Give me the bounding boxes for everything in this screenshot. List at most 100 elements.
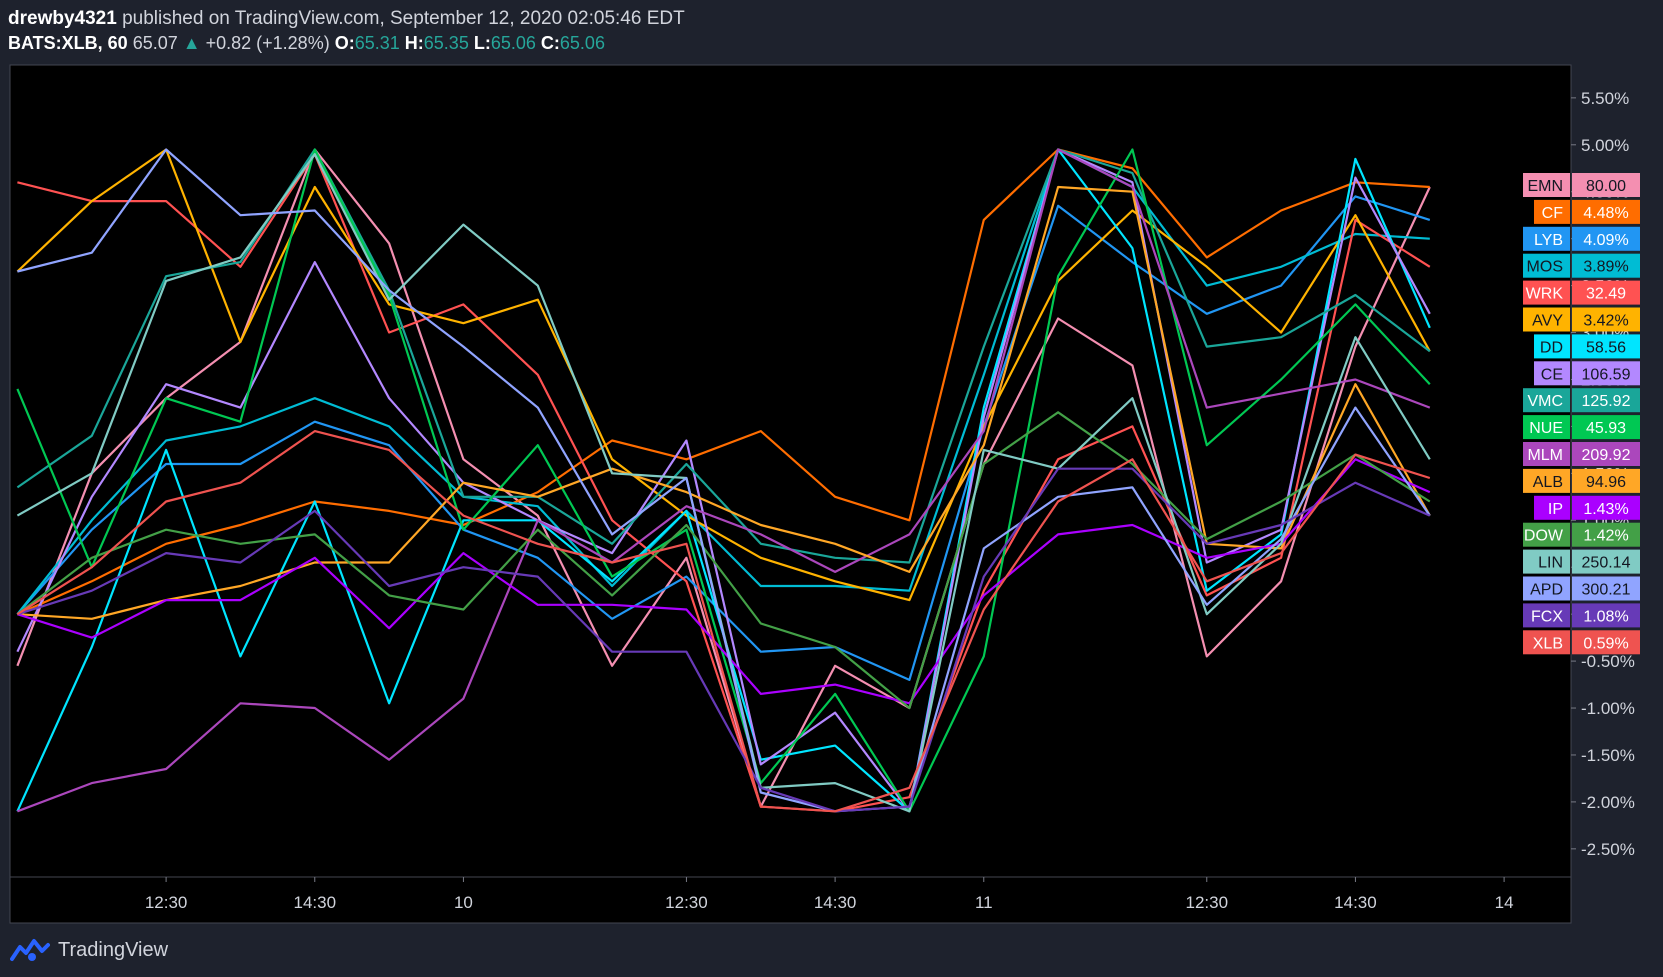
- series-name: FCX: [1531, 608, 1563, 625]
- series-value: 1.43%: [1583, 501, 1628, 518]
- brand-name[interactable]: TradingView: [58, 938, 169, 961]
- series-value: 4.48%: [1583, 205, 1628, 222]
- series-value-tag: [1572, 280, 1640, 305]
- series-name: NUE: [1529, 420, 1563, 437]
- series-line-fcx[interactable]: [17, 467, 1431, 813]
- series-value: 106.59: [1582, 366, 1631, 383]
- series-name: IP: [1548, 501, 1563, 518]
- low-value: 65.06: [490, 33, 536, 53]
- series-value: 3.89%: [1583, 259, 1628, 276]
- series-label-mos[interactable]: MOS 3.89%: [1523, 253, 1640, 278]
- series-line-ce[interactable]: [16, 148, 1431, 813]
- symbol-line: BATS:XLB, 60 65.07 ▲ +0.82 (+1.28%) O:65…: [8, 31, 685, 56]
- series-value-tag: [1572, 415, 1640, 440]
- series-name-tag: [1523, 549, 1570, 574]
- series-line-ip[interactable]: [17, 458, 1431, 705]
- series-name-tag: [1523, 576, 1570, 601]
- series-line-vmc[interactable]: [16, 148, 1431, 564]
- series-label-ip[interactable]: IP 1.43%: [1534, 495, 1640, 520]
- series-name-tag: [1534, 361, 1570, 386]
- series-value-tag: [1572, 388, 1640, 413]
- series-value-tag: [1572, 630, 1640, 655]
- series-label-avy[interactable]: AVY 3.42%: [1523, 307, 1640, 332]
- series-name: LIN: [1538, 555, 1563, 572]
- series-label-mlm[interactable]: MLM 209.92: [1523, 442, 1640, 466]
- footer: TradingView: [10, 935, 168, 965]
- series-line-mos[interactable]: [16, 148, 1430, 615]
- series-name-tag: [1523, 603, 1570, 628]
- series-label-emn[interactable]: EMN 80.00: [1523, 173, 1640, 197]
- series-name-tag: [1523, 253, 1570, 278]
- series-label-lyb[interactable]: LYB 4.09%: [1523, 226, 1640, 251]
- series-name: DD: [1540, 339, 1563, 356]
- series-label-cf[interactable]: CF 4.48%: [1534, 199, 1640, 224]
- series-name: CE: [1541, 366, 1563, 383]
- x-tick-label: 14:30: [814, 893, 857, 912]
- series-label-vmc[interactable]: VMC 125.92: [1523, 388, 1640, 413]
- series-line-emn[interactable]: [16, 148, 1431, 808]
- y-tick-label: 5.50%: [1581, 89, 1629, 108]
- close-value: 65.06: [559, 33, 605, 53]
- series-name-tag: [1523, 442, 1570, 466]
- series-name: APD: [1530, 582, 1563, 599]
- series-line-nue[interactable]: [16, 148, 1431, 813]
- series-name: VMC: [1527, 393, 1563, 410]
- series-label-wrk[interactable]: WRK 32.49: [1523, 280, 1640, 305]
- series-name: MLM: [1527, 447, 1563, 464]
- series-label-lin[interactable]: LIN 250.14: [1523, 549, 1640, 574]
- x-tick-label: 10: [454, 893, 473, 912]
- up-arrow-icon: ▲: [182, 33, 201, 53]
- y-tick-label: -2.50%: [1581, 840, 1635, 859]
- series-line-cf[interactable]: [16, 148, 1430, 616]
- price-change: +0.82 (+1.28%): [205, 33, 330, 53]
- series-value-tag: [1572, 495, 1640, 520]
- series-name-tag: [1523, 630, 1570, 655]
- author-name[interactable]: drewby4321: [8, 8, 117, 29]
- series-value: 80.00: [1586, 178, 1626, 195]
- series-value: 1.42%: [1583, 528, 1628, 545]
- series-label-alb[interactable]: ALB 94.96: [1523, 468, 1640, 493]
- series-label-fcx[interactable]: FCX 1.08%: [1523, 603, 1640, 628]
- low-label: L:: [473, 33, 491, 53]
- series-line-alb[interactable]: [17, 185, 1431, 620]
- tradingview-logo-icon[interactable]: [10, 937, 50, 963]
- y-tick-label: -0.50%: [1581, 652, 1635, 671]
- series-value-tag: [1572, 334, 1640, 359]
- series-label-xlb[interactable]: XLB 0.59%: [1523, 630, 1640, 655]
- series-value-tag: [1572, 361, 1640, 386]
- series-name-tag: [1523, 226, 1570, 251]
- series-value-tag: [1572, 549, 1640, 574]
- series-line-wrk[interactable]: [17, 153, 1431, 813]
- series-name-tag: [1534, 495, 1570, 520]
- series-labels: EMN 80.00 CF 4.48% LYB 4.09% MOS 3.89% WRK 32.49 A…: [1523, 173, 1640, 655]
- series-value: 0.59%: [1583, 635, 1628, 652]
- series-name-tag: [1523, 173, 1570, 197]
- series-line-avy[interactable]: [16, 148, 1431, 602]
- x-tick-label: 14:30: [293, 893, 336, 912]
- y-tick-label: -1.00%: [1581, 699, 1635, 718]
- x-tick-label: 11: [975, 893, 993, 912]
- series-value-tag: [1572, 576, 1640, 601]
- series-line-xlb[interactable]: [16, 430, 1431, 813]
- series-label-dd[interactable]: DD 58.56: [1534, 334, 1640, 359]
- series-line-lyb[interactable]: [16, 195, 1431, 682]
- series-label-apd[interactable]: APD 300.21: [1523, 576, 1640, 601]
- series-value-tag: [1572, 442, 1640, 466]
- series-name: XLB: [1533, 635, 1563, 652]
- symbol-label[interactable]: BATS:XLB, 60: [8, 33, 128, 53]
- y-tick-label: -2.00%: [1581, 793, 1635, 812]
- high-label: H:: [404, 33, 424, 53]
- x-tick-label: 12:30: [1185, 893, 1228, 912]
- series-label-dow[interactable]: DOW 1.42%: [1523, 522, 1640, 547]
- series-label-nue[interactable]: NUE 45.93: [1523, 415, 1640, 440]
- series-value: 125.92: [1582, 393, 1631, 410]
- series-line-dow[interactable]: [16, 411, 1431, 710]
- series-line-mlm[interactable]: [17, 148, 1431, 813]
- series-label-ce[interactable]: CE 106.59: [1534, 361, 1640, 386]
- series-line-apd[interactable]: [17, 148, 1431, 813]
- series-name-tag: [1534, 334, 1570, 359]
- series-name-tag: [1523, 468, 1570, 493]
- series-name: ALB: [1533, 474, 1563, 491]
- open-value: 65.31: [354, 33, 400, 53]
